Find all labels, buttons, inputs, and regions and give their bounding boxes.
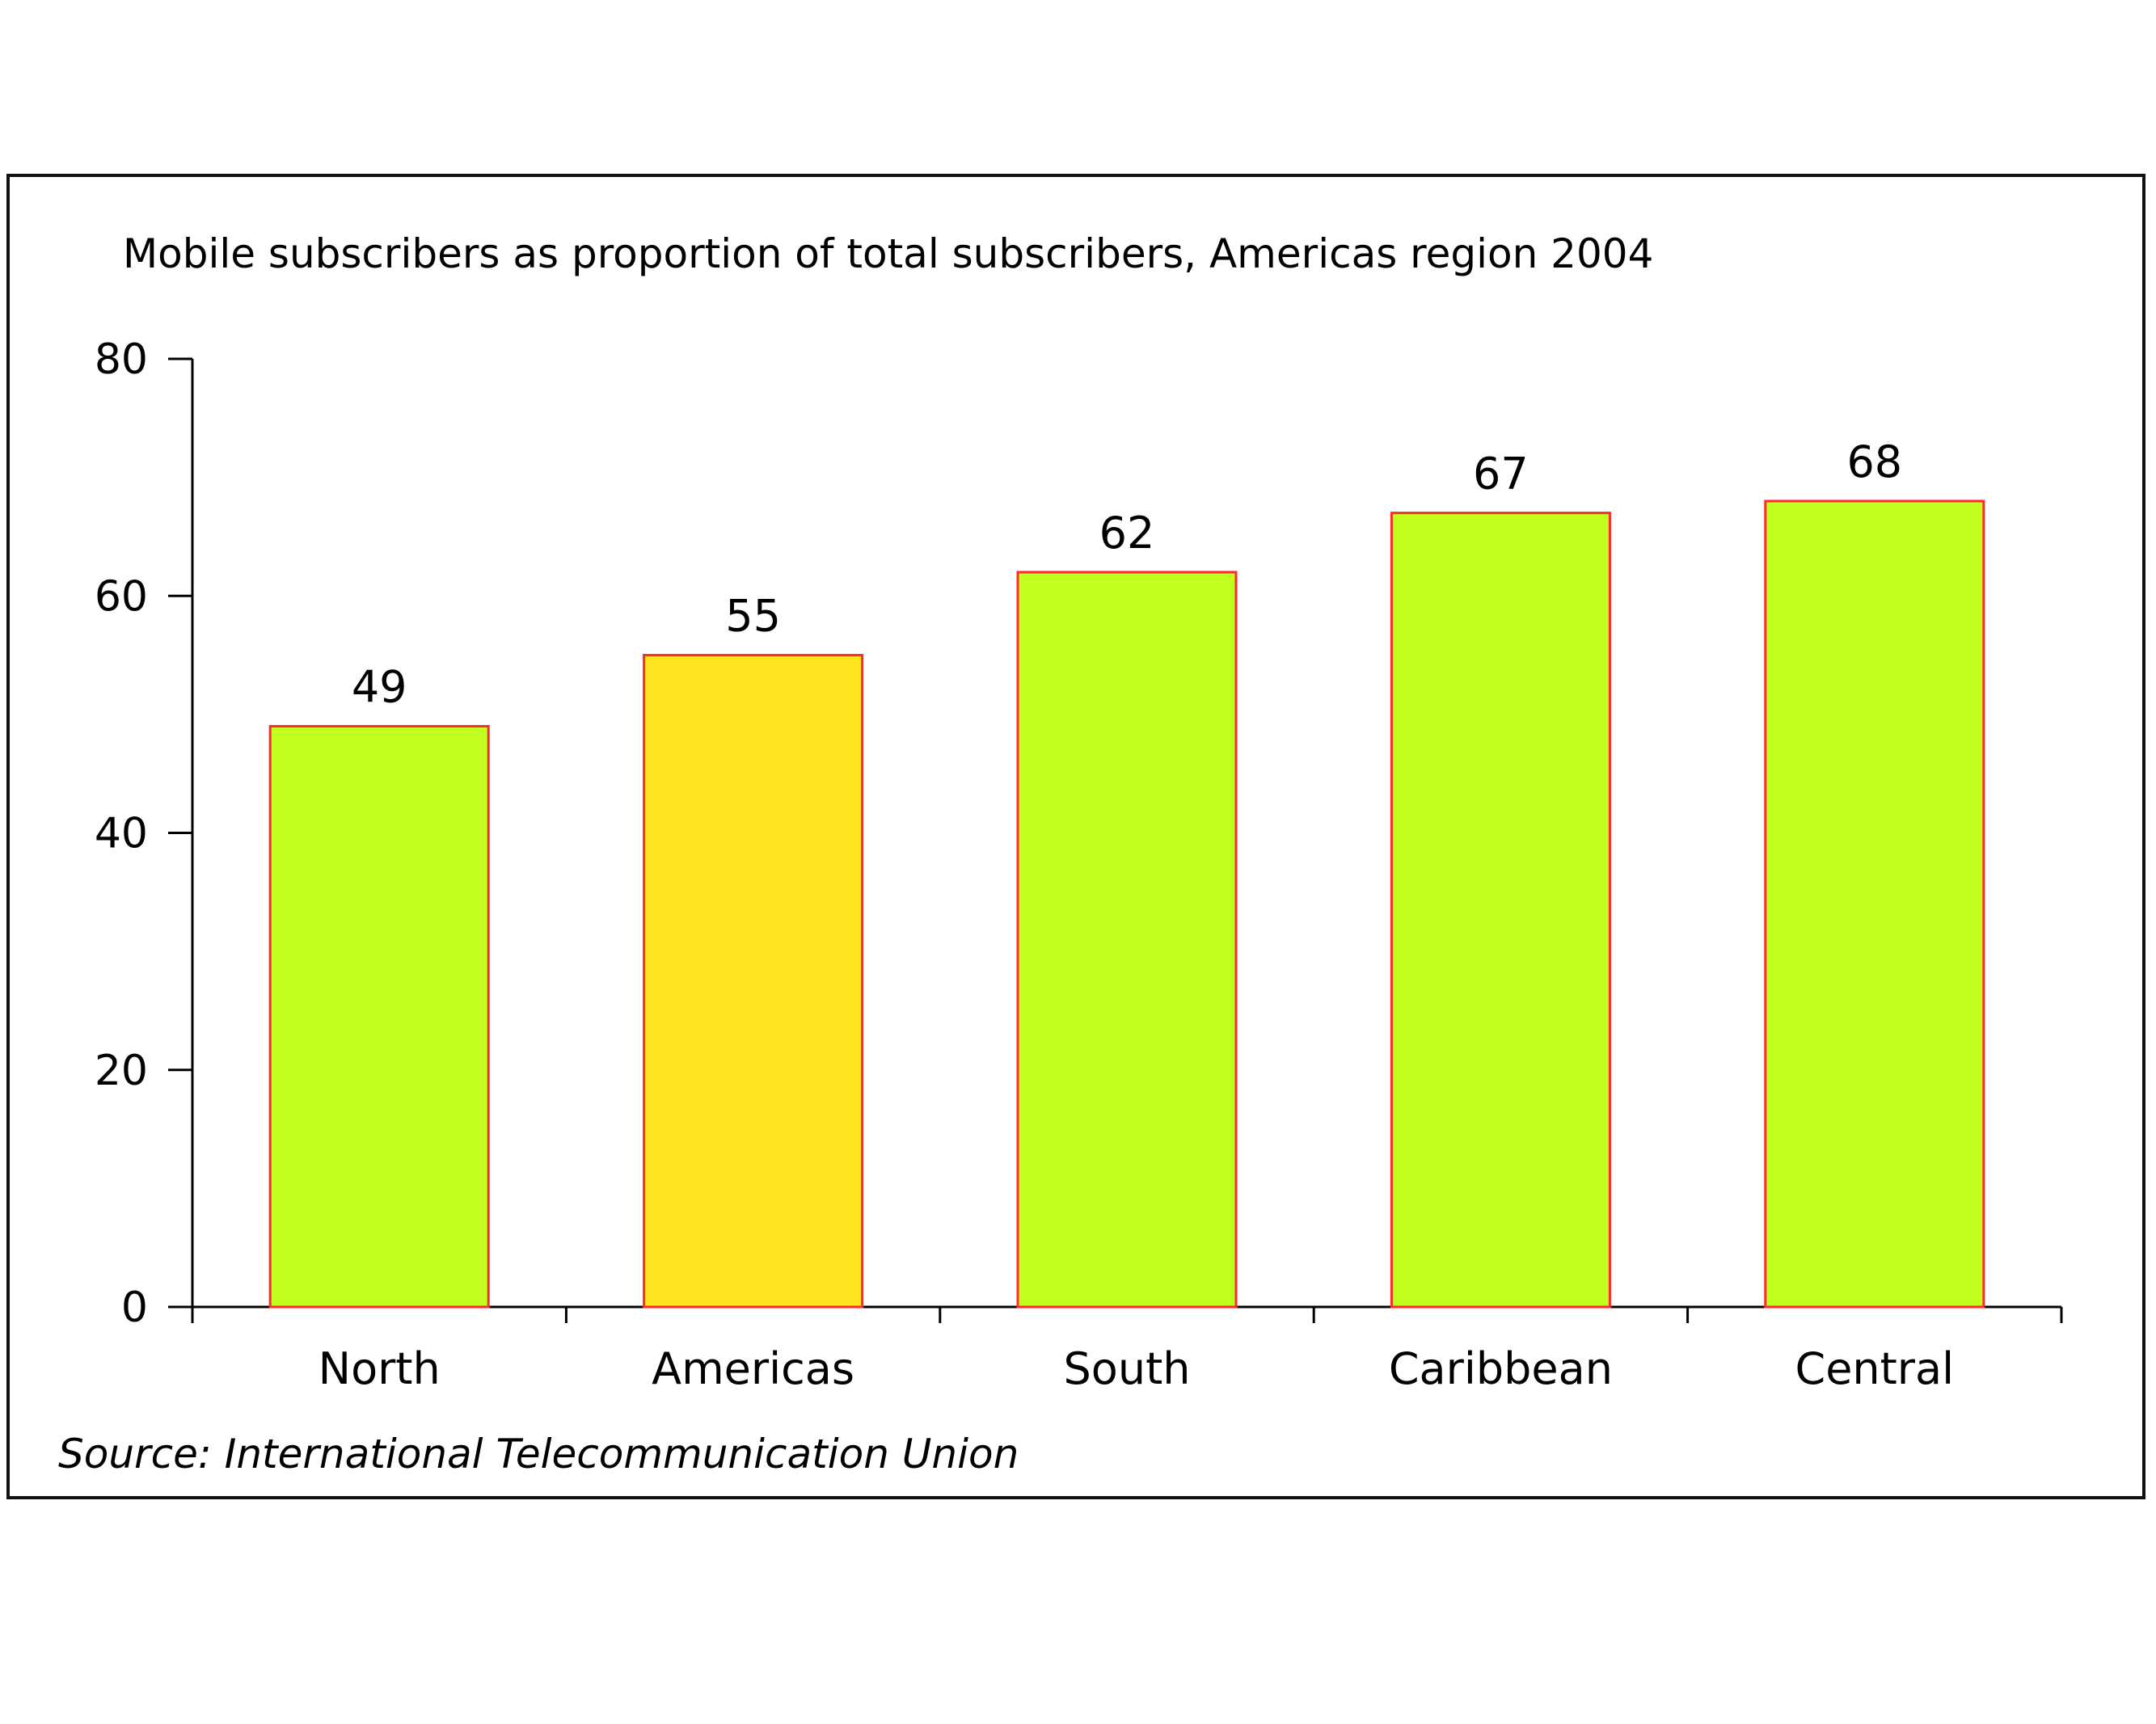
source-note: Source: International Telecommunication … [58, 1431, 1019, 1477]
category-label: Caribbean [1389, 1343, 1613, 1394]
y-tick-label: 20 [95, 1047, 148, 1095]
value-label: 67 [1473, 449, 1529, 499]
bar-central [1764, 499, 1985, 1309]
value-label: 49 [352, 662, 407, 713]
category-label: Americas [652, 1343, 854, 1394]
value-label: 68 [1846, 436, 1902, 487]
y-tick-label: 0 [121, 1284, 148, 1332]
y-tick-label: 60 [95, 572, 148, 621]
y-tick-label: 40 [95, 810, 148, 858]
bar-chart: Mobile subscribers as proportion of tota… [58, 230, 2063, 1477]
bar-south [1016, 571, 1238, 1309]
value-label: 62 [1099, 508, 1155, 559]
plot-area: 0 20 40 60 80 49 North 55 Americas 62 South 67 Carib… [95, 335, 2063, 1394]
chart-frame: Mobile subscribers as proportion of tota… [6, 174, 2145, 1499]
chart-title: Mobile subscribers as proportion of tota… [123, 230, 1653, 277]
bar-north [268, 725, 490, 1309]
bar-caribbean [1390, 512, 1611, 1309]
category-label: North [319, 1343, 441, 1394]
y-tick-label: 80 [95, 335, 148, 384]
category-label: Central [1795, 1343, 1954, 1394]
value-label: 55 [725, 591, 781, 642]
category-label: South [1064, 1343, 1191, 1394]
bar-americas [643, 654, 864, 1309]
